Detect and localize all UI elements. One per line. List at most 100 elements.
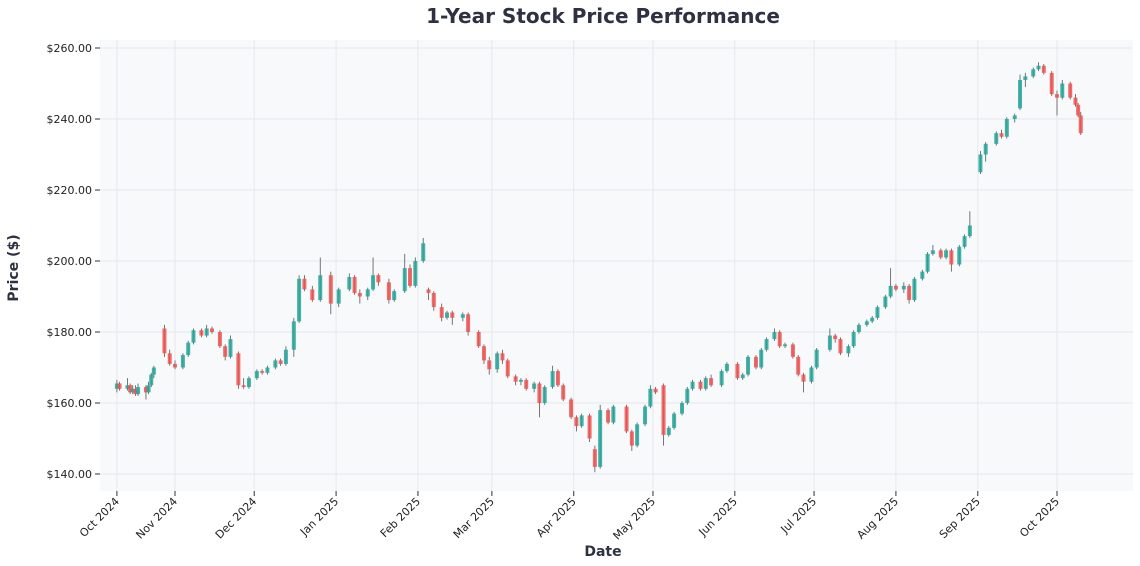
candle-body-up — [1023, 76, 1028, 80]
candle — [128, 383, 133, 395]
candle — [1055, 90, 1059, 116]
candle-body-down — [217, 332, 222, 347]
candle — [1023, 72, 1028, 88]
candle — [1036, 62, 1041, 72]
candle-body-down — [653, 388, 658, 393]
candle-body-up — [297, 278, 302, 322]
candle-body-up — [336, 289, 341, 304]
candle-body-up — [518, 379, 523, 382]
candle — [130, 385, 135, 395]
candle — [703, 376, 708, 391]
candle-body-up — [912, 278, 917, 301]
candle — [209, 326, 214, 334]
candle-body-down — [302, 278, 307, 290]
candle-body-down — [1055, 94, 1059, 98]
candle-body-up — [648, 388, 653, 407]
candle-body-up — [1018, 79, 1023, 109]
candle — [592, 445, 597, 473]
candle — [1060, 79, 1065, 100]
candle-body-down — [505, 360, 510, 377]
candle — [518, 378, 523, 386]
candle-body-up — [114, 383, 119, 389]
candle-body-down — [236, 353, 241, 386]
candle — [392, 289, 397, 302]
candle — [500, 349, 505, 364]
candle-body-up — [875, 307, 880, 318]
candle-body-up — [1012, 115, 1017, 119]
candle — [318, 257, 323, 302]
candle — [283, 346, 288, 366]
candle-body-down — [587, 415, 592, 439]
candle — [796, 355, 801, 377]
candle-body-up — [719, 371, 724, 386]
candle-body-down — [790, 344, 795, 357]
candle — [408, 264, 413, 288]
candle — [983, 142, 988, 162]
candle-body-down — [735, 363, 740, 379]
candle-body-up — [283, 349, 288, 364]
candle — [801, 372, 806, 393]
candle — [944, 248, 949, 260]
candle — [254, 369, 259, 380]
candle-body-up — [1036, 65, 1041, 70]
candle — [938, 248, 943, 260]
candle — [450, 310, 455, 325]
candle-body-down — [209, 328, 214, 332]
candle-body-down — [143, 387, 148, 393]
candle — [1012, 113, 1017, 123]
candle-body-up — [246, 378, 251, 388]
candle-body-down — [1076, 104, 1081, 116]
candle-body-up — [930, 250, 935, 254]
candle-body-down — [173, 363, 177, 368]
candle-body-up — [1031, 69, 1036, 77]
candle-body-up — [978, 154, 983, 173]
candle — [273, 358, 278, 370]
candle — [180, 353, 185, 370]
candle — [386, 278, 391, 304]
candle-body-up — [690, 381, 695, 389]
candle-body-up — [204, 328, 209, 336]
x-axis-ticks: Oct 2024 Nov 2024 Dec 2024 Jan 2025 Feb 2025… — [77, 491, 1062, 542]
candle — [777, 330, 782, 348]
candle — [162, 324, 167, 357]
candle-body-up — [772, 332, 777, 340]
x-tick-label: Jun 2025 — [696, 495, 740, 539]
candle-body-down — [162, 328, 167, 354]
candle-body-down — [500, 353, 505, 361]
candle — [328, 271, 333, 315]
candle-body-up — [925, 253, 930, 272]
candle-body-down — [592, 449, 597, 467]
candle — [893, 284, 898, 292]
candle-body-up — [186, 342, 191, 356]
candle — [574, 415, 579, 432]
candle — [709, 374, 714, 388]
candle — [236, 351, 241, 389]
x-axis-label: Date — [584, 544, 621, 560]
candle — [550, 365, 555, 389]
candle-body-down — [949, 250, 954, 265]
candle-body-down — [357, 292, 362, 297]
candle-body-down — [698, 381, 703, 389]
candle — [421, 237, 426, 263]
y-axis-ticks: $140.00 $160.00 $180.00 $200.00 $220.00 $240.… — [47, 42, 100, 481]
candle — [833, 333, 838, 343]
candle — [555, 369, 560, 388]
candle-body-down — [938, 250, 943, 258]
candle-body-up — [814, 349, 819, 368]
candle — [495, 351, 500, 373]
candle-body-up — [888, 285, 893, 297]
candle-body-up — [365, 289, 370, 297]
candle — [133, 385, 138, 396]
chart-title: 1-Year Stock Price Performance — [426, 4, 780, 28]
x-tick-label: Nov 2024 — [133, 495, 180, 542]
candle — [352, 275, 357, 295]
candle-body-up — [666, 427, 671, 435]
candle — [648, 385, 653, 409]
candle — [431, 291, 436, 311]
y-tick-label: $200.00 — [47, 255, 93, 268]
candle — [883, 294, 888, 309]
candle-body-up — [413, 261, 418, 286]
candle — [814, 347, 819, 370]
candle-body-up — [983, 143, 988, 155]
candle-body-up — [542, 387, 547, 403]
